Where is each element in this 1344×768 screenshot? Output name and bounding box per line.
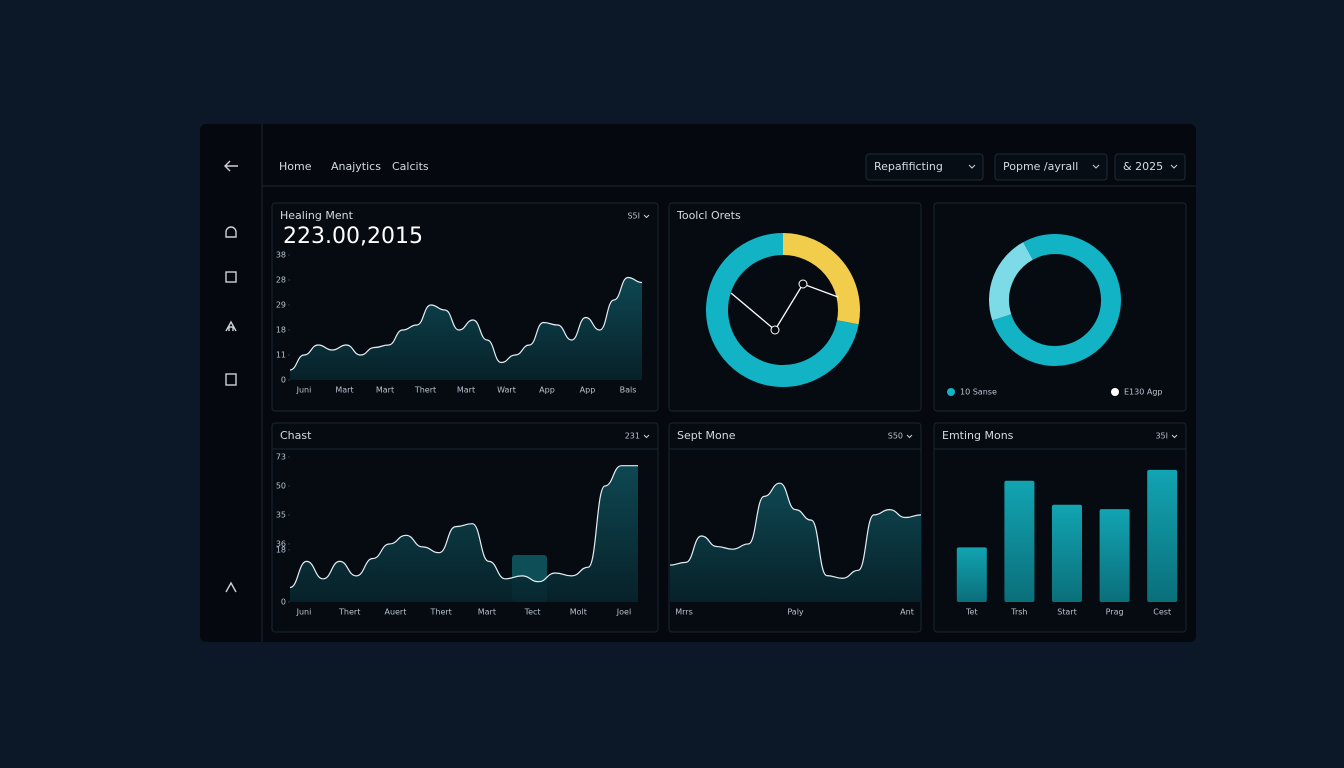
- x-tick-label: Mart: [335, 386, 353, 395]
- y-tick-label: 38: [276, 251, 286, 260]
- x-tick-label: Start: [1057, 608, 1077, 617]
- x-tick-label: Juni: [296, 386, 312, 395]
- x-tick-label: Tet: [965, 608, 978, 617]
- chevron: [1170, 164, 1178, 169]
- area-line: [289, 276, 643, 371]
- area-fill: [290, 465, 638, 602]
- legend-dot: [947, 388, 955, 396]
- donut-segment: [989, 242, 1034, 321]
- x-tick-label: Prag: [1106, 608, 1124, 617]
- y-tick-label: 73: [276, 453, 286, 462]
- y-tick-label: 11: [276, 351, 286, 360]
- x-tick-label: Mrrs: [675, 608, 693, 617]
- x-tick-label: Juni: [296, 608, 312, 617]
- nav-link[interactable]: Home: [279, 160, 312, 173]
- panel-title: Sept Mone: [677, 429, 736, 442]
- y-tick-label: 0: [281, 376, 286, 385]
- home-icon[interactable]: [225, 320, 237, 332]
- chevron: [643, 434, 650, 439]
- overlay-point: [770, 325, 780, 335]
- donut-segment: [782, 233, 860, 325]
- calendar-icon[interactable]: [225, 373, 237, 386]
- y-tick-label: 36: [276, 540, 286, 549]
- y-tick-label: 0: [281, 598, 286, 607]
- dropdown[interactable]: [1114, 153, 1186, 181]
- nav-link[interactable]: Anajytics: [331, 160, 381, 173]
- kpi-value: 223.00,2015: [283, 224, 423, 249]
- area-fill: [670, 483, 921, 602]
- area-fill: [290, 277, 642, 380]
- x-tick-label: Bals: [620, 386, 637, 395]
- overlay-line: [730, 283, 839, 331]
- bar: [956, 547, 987, 602]
- x-tick-label: Trsh: [1010, 608, 1027, 617]
- legend-dot: [1111, 388, 1119, 396]
- x-tick-label: Mart: [478, 608, 496, 617]
- x-tick-label: Auert: [384, 608, 406, 617]
- legend-label: 10 Sanse: [960, 388, 997, 397]
- y-tick-label: 28: [276, 276, 286, 285]
- x-tick-label: App: [580, 386, 596, 395]
- dropdown[interactable]: [865, 153, 984, 181]
- y-tick-label: 18: [276, 326, 286, 335]
- panel: [933, 202, 1187, 412]
- area-line: [669, 482, 922, 579]
- panel-badge[interactable]: S5I: [627, 212, 640, 221]
- chevron: [1092, 164, 1100, 169]
- chevron: [968, 164, 976, 169]
- x-tick-label: Wart: [497, 386, 516, 395]
- bar: [1004, 480, 1035, 602]
- settings-icon[interactable]: [225, 581, 237, 593]
- chevron: [906, 434, 913, 439]
- panel-title: Emting Mons: [942, 429, 1014, 442]
- bar: [1052, 504, 1082, 602]
- dropdown-label: Repafificting: [874, 160, 943, 173]
- dropdown-label: Popme /ayrall: [1003, 160, 1078, 173]
- bar: [1147, 469, 1178, 602]
- x-tick-label: Thert: [429, 608, 451, 617]
- x-tick-label: Mart: [376, 386, 394, 395]
- back-icon[interactable]: [224, 160, 238, 172]
- x-tick-label: App: [539, 386, 555, 395]
- x-tick-label: Joel: [616, 608, 631, 617]
- user-icon[interactable]: [225, 226, 237, 238]
- panel-badge[interactable]: 35I: [1155, 432, 1168, 441]
- panel-title: Chast: [280, 429, 312, 442]
- panel-badge[interactable]: 231: [625, 432, 640, 441]
- donut-segment: [992, 234, 1121, 366]
- x-tick-label: Molt: [570, 608, 587, 617]
- panel-title: Healing Ment: [280, 209, 354, 222]
- legend-label: E130 Agp: [1124, 388, 1163, 397]
- dropdown[interactable]: [994, 153, 1108, 181]
- y-tick-label: 35: [276, 511, 286, 520]
- bar: [1099, 509, 1130, 602]
- x-tick-label: Ant: [900, 608, 914, 617]
- area-line: [289, 465, 638, 589]
- doc-icon[interactable]: [225, 271, 237, 283]
- x-tick-label: Cest: [1153, 608, 1171, 617]
- y-tick-label: 18: [276, 545, 286, 554]
- x-tick-label: Tect: [524, 608, 541, 617]
- y-tick-label: 50: [276, 482, 286, 491]
- panel-badge[interactable]: S50: [888, 432, 903, 441]
- x-tick-label: Thert: [414, 386, 436, 395]
- overlay-point: [798, 279, 808, 289]
- donut-segment: [1023, 234, 1056, 260]
- nav-link[interactable]: Calcits: [392, 160, 429, 173]
- dropdown-label: & 2025: [1123, 160, 1163, 173]
- x-tick-label: Thert: [338, 608, 360, 617]
- chevron: [643, 214, 650, 219]
- panel-title: Toolcl Orets: [676, 209, 741, 222]
- x-tick-label: Mart: [457, 386, 475, 395]
- chevron: [1171, 434, 1178, 439]
- x-tick-label: Paly: [787, 608, 804, 617]
- donut-segment: [706, 233, 859, 387]
- y-tick-label: 29: [276, 301, 286, 310]
